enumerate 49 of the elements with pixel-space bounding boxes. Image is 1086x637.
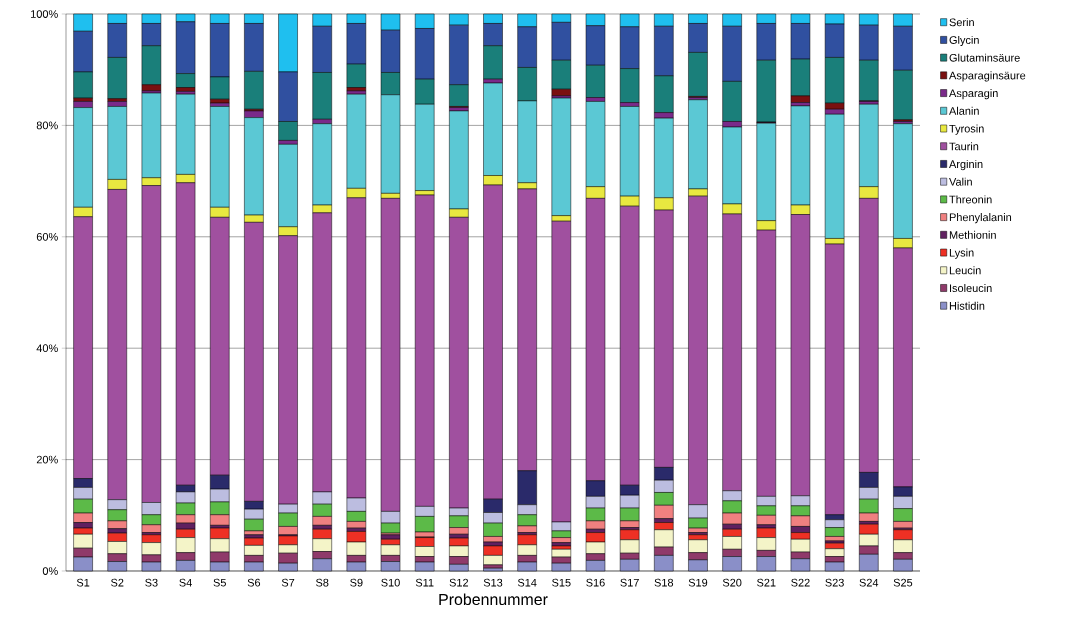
x-tick-label: S9	[350, 578, 363, 587]
y-tick-label: 0%	[42, 567, 58, 575]
y-tick-label: 60%	[36, 232, 58, 241]
legend-label: Asparagin	[949, 89, 998, 100]
legend-label: Taurin	[949, 142, 979, 151]
x-tick-label: S7	[281, 578, 295, 587]
x-tick-label: S14	[517, 578, 537, 587]
legend-label: Glycin	[949, 35, 979, 47]
legend-label: Isoleucin	[950, 283, 992, 293]
legend-label: Lysin	[949, 248, 974, 259]
x-tick-label: S24	[859, 578, 879, 587]
x-tick-label: S13	[483, 578, 503, 587]
x-axis-title: Probennummer	[439, 593, 548, 606]
legend-label: Valin	[949, 177, 972, 186]
x-tick-label: S1	[76, 578, 90, 587]
x-tick-label: S2	[111, 578, 124, 587]
x-tick-label: S11	[415, 578, 434, 587]
y-tick-label: 80%	[36, 121, 58, 130]
legend-label: Arginin	[949, 159, 983, 171]
x-tick-label: S8	[316, 578, 329, 587]
x-tick-label: S15	[552, 578, 571, 587]
x-tick-label: S25	[893, 578, 913, 587]
x-tick-label: S23	[825, 578, 844, 587]
x-tick-label: S22	[791, 578, 810, 587]
x-tick-label: S18	[654, 578, 674, 587]
x-tick-label: S3	[145, 578, 158, 587]
x-tick-label: S17	[620, 578, 639, 587]
legend-label: Tyrosin	[949, 124, 984, 135]
x-tick-label: S4	[179, 578, 192, 587]
x-tick-label: S21	[757, 578, 776, 587]
x-tick-label: S16	[586, 578, 605, 587]
legend-label: Glutaminsäure	[949, 53, 1020, 62]
y-tick-label: 40%	[36, 344, 58, 353]
y-tick-label: 20%	[36, 455, 58, 464]
legend-label: Serin	[949, 18, 974, 27]
x-tick-label: S5	[213, 578, 226, 587]
y-tick-label: 100%	[31, 10, 58, 18]
legend-label: Asparaginsäure	[949, 71, 1026, 82]
x-tick-label: S20	[722, 578, 742, 587]
x-tick-label: S6	[247, 578, 261, 587]
legend-label: Phenylalanin	[949, 213, 1012, 224]
x-tick-label: S10	[381, 578, 400, 587]
legend-label: Methionin	[949, 230, 996, 239]
legend-label: Leucin	[949, 266, 981, 275]
legend-label: Histidin	[949, 301, 985, 310]
legend-label: Threonin	[949, 195, 992, 204]
legend-label: Alanin	[949, 106, 979, 115]
x-tick-label: S12	[449, 578, 469, 587]
x-tick-label: S19	[688, 578, 708, 587]
